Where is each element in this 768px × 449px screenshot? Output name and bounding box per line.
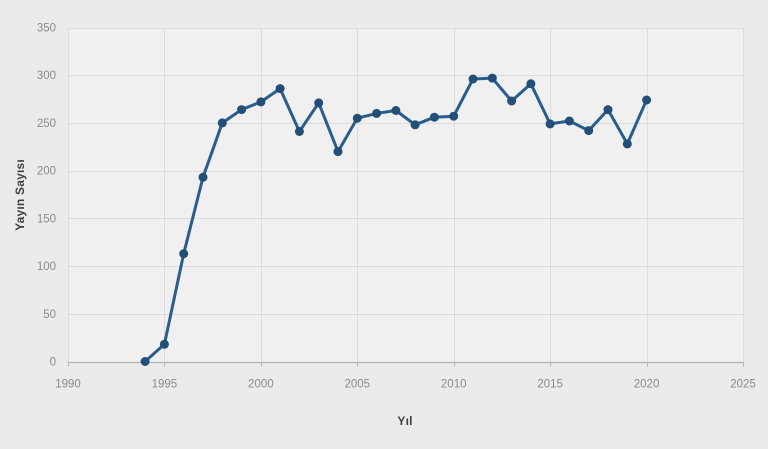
data-point-marker <box>410 120 420 130</box>
y-tick-label: 150 <box>37 213 56 225</box>
data-point-marker <box>198 172 208 182</box>
plot-area <box>68 27 743 362</box>
data-point-marker <box>140 357 150 366</box>
data-point-marker <box>294 127 304 136</box>
x-tick-label: 1990 <box>55 379 81 391</box>
y-axis-title: Yayın Sayısı <box>13 159 27 231</box>
x-tick-label: 1995 <box>152 379 178 391</box>
data-point-marker <box>603 105 613 115</box>
x-tick-label: 2005 <box>344 379 370 391</box>
x-tick-label: 2010 <box>441 379 467 391</box>
data-point-marker <box>372 108 382 118</box>
x-tick-label: 2015 <box>537 379 563 391</box>
data-point-marker <box>275 84 285 94</box>
data-point-marker <box>584 126 594 136</box>
data-point-marker <box>256 97 266 107</box>
data-point-marker <box>487 73 497 83</box>
y-tick-label: 0 <box>50 357 56 369</box>
y-tick-label: 100 <box>37 261 56 273</box>
data-point-marker <box>507 96 517 106</box>
x-axis-title: Yıl <box>397 414 413 428</box>
x-tick-label: 2025 <box>730 379 756 391</box>
data-point-marker <box>622 139 632 149</box>
data-point-marker <box>545 119 555 129</box>
data-point-marker <box>391 106 401 115</box>
y-tick-label: 250 <box>37 118 56 130</box>
data-point-marker <box>642 95 652 105</box>
data-point-marker <box>526 79 536 89</box>
data-point-marker <box>217 118 227 128</box>
data-point-marker <box>179 249 189 259</box>
data-point-marker <box>333 147 343 157</box>
data-point-marker <box>159 339 169 349</box>
data-point-marker <box>314 98 324 108</box>
y-tick-label: 300 <box>37 70 56 82</box>
data-point-marker <box>468 74 478 84</box>
data-point-marker <box>564 116 574 126</box>
x-tick-label: 2020 <box>634 379 660 391</box>
data-point-marker <box>429 112 439 122</box>
y-tick-label: 350 <box>37 23 56 35</box>
x-tick-label: 2000 <box>248 379 274 391</box>
y-tick-label: 50 <box>43 309 56 321</box>
data-point-marker <box>449 111 459 121</box>
data-point-marker <box>352 113 362 123</box>
y-tick-label: 200 <box>37 166 56 178</box>
data-point-marker <box>237 105 247 115</box>
